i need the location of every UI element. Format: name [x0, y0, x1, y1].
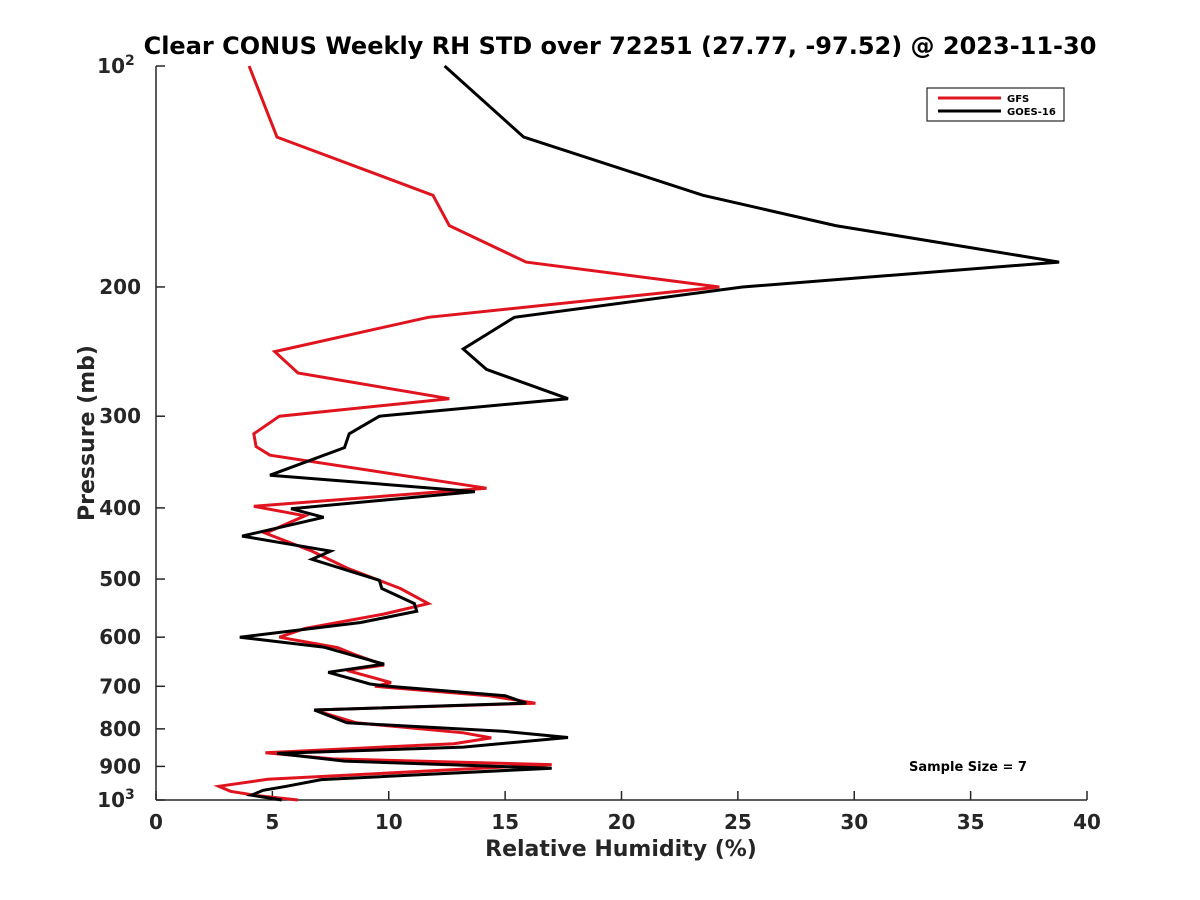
y-tick-label: 400: [99, 496, 141, 520]
x-axis-label: Relative Humidity (%): [485, 837, 757, 862]
y-tick-label: 600: [99, 625, 141, 649]
plot-axes: [155, 66, 1087, 801]
series-line-goes-16: [239, 64, 1060, 802]
y-tick-label: 300: [99, 404, 141, 428]
x-tick-label: 10: [375, 810, 403, 834]
y-tick-label: 700: [99, 674, 141, 698]
x-ticks: 0 5 10 15 20 25 30 35 40: [149, 791, 1101, 834]
x-tick-label: 35: [957, 810, 985, 834]
x-tick-label: 30: [840, 810, 868, 834]
series-line-gfs: [213, 65, 720, 802]
y-tick-label: 200: [99, 275, 141, 299]
x-tick-label: 20: [608, 810, 636, 834]
y-tick-label-base: 10: [97, 54, 125, 78]
legend: GFS GOES-16: [926, 87, 1065, 122]
y-tick-label: 900: [99, 754, 141, 778]
legend-label: GFS: [1007, 94, 1029, 105]
x-tick-label: 25: [724, 810, 752, 834]
series-lines: [213, 64, 1060, 802]
y-tick-label-exponent: 3: [125, 787, 135, 803]
legend-label: GOES-16: [1007, 107, 1056, 118]
x-tick-label: 15: [491, 810, 519, 834]
x-tick-label: 40: [1073, 810, 1101, 834]
y-tick-label-base: 10: [97, 788, 125, 812]
chart-title: Clear CONUS Weekly RH STD over 72251 (27…: [144, 32, 1097, 60]
x-tick-label: 0: [149, 810, 163, 834]
sample-size-annotation: Sample Size = 7: [909, 760, 1027, 775]
y-axis-label: Pressure (mb): [75, 345, 100, 521]
y-tick-label: 500: [99, 567, 141, 591]
y-tick-label-exponent: 2: [125, 53, 135, 69]
x-tick-label: 5: [265, 810, 279, 834]
y-tick-label: 800: [99, 717, 141, 741]
legend-box: [926, 87, 1065, 122]
